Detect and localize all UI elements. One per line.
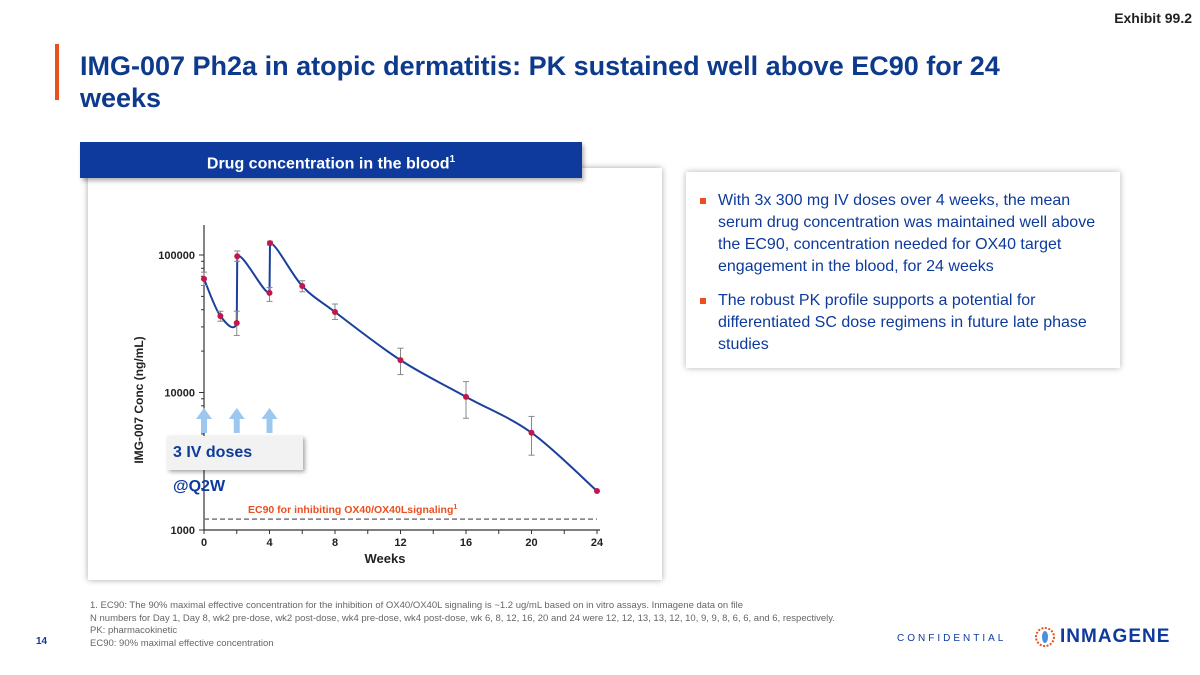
x-tick-label: 16 bbox=[460, 537, 472, 549]
data-point bbox=[266, 289, 273, 296]
chart-header: Drug concentration in the blood1 bbox=[80, 142, 582, 178]
data-point bbox=[528, 429, 535, 436]
dose-arrow-icon bbox=[228, 408, 245, 433]
x-tick-label: 24 bbox=[591, 537, 604, 549]
chart-header-text: Drug concentration in the blood bbox=[206, 155, 450, 173]
dose-arrow-icon bbox=[196, 408, 212, 433]
page-number: 14 bbox=[36, 636, 48, 647]
data-point bbox=[217, 313, 224, 320]
ec90-label-sup: 1 bbox=[453, 504, 457, 511]
ec90-label: EC90 for inhibiting OX40/OX40Lsignaling1 bbox=[248, 504, 457, 516]
footnote: 1. EC90: The 90% maximal effective conce… bbox=[90, 600, 743, 611]
data-point bbox=[267, 240, 273, 247]
data-point bbox=[594, 488, 600, 495]
key-points: With 3x 300 mg IV doses over 4 weeks, th… bbox=[686, 172, 1120, 368]
data-point bbox=[397, 357, 404, 364]
data-point bbox=[233, 320, 240, 327]
inmagene-logo: INMAGENE bbox=[1034, 626, 1170, 648]
logo-icon bbox=[1035, 627, 1055, 647]
y-tick-label: 1000 bbox=[171, 525, 195, 537]
confidential-label: CONFIDENTIAL bbox=[897, 633, 1007, 644]
bullet-item: The robust PK profile supports a potenti… bbox=[700, 290, 1106, 356]
y-tick-label: 100000 bbox=[158, 250, 195, 262]
x-tick-label: 12 bbox=[394, 537, 406, 549]
chart-panel bbox=[88, 168, 662, 580]
x-tick-label: 20 bbox=[525, 537, 537, 549]
dose-arrow-icon bbox=[261, 408, 278, 433]
x-tick-label: 8 bbox=[332, 537, 338, 549]
data-point bbox=[201, 275, 207, 282]
data-point bbox=[332, 308, 338, 315]
data-point bbox=[234, 253, 241, 260]
chart-header-sup: 1 bbox=[449, 154, 456, 165]
bullet-item: With 3x 300 mg IV doses over 4 weeks, th… bbox=[700, 190, 1106, 278]
data-point bbox=[463, 393, 469, 400]
data-point bbox=[299, 283, 306, 290]
footnote: EC90: 90% maximal effective concentratio… bbox=[90, 637, 274, 649]
footnote: N numbers for Day 1, Day 8, wk2 pre-dose… bbox=[90, 612, 835, 624]
footnotes: 1. EC90: The 90% maximal effective conce… bbox=[90, 600, 835, 650]
title-accent-bar bbox=[55, 44, 59, 100]
footnote: PK: pharmacokinetic bbox=[90, 625, 178, 636]
dose-label: 3 IV doses @Q2W bbox=[167, 436, 303, 495]
x-tick-label: 0 bbox=[201, 537, 207, 549]
exhibit-label: Exhibit 99.2 bbox=[1114, 10, 1192, 26]
logo-text: INMAGENE bbox=[1060, 626, 1171, 647]
y-axis-label: IMG-007 Conc (ng/mL) bbox=[132, 336, 146, 463]
y-tick-label: 10000 bbox=[164, 388, 195, 400]
x-tick-label: 4 bbox=[266, 537, 273, 549]
page-title: IMG-007 Ph2a in atopic dermatitis: PK su… bbox=[80, 51, 1000, 113]
x-axis-label: Weeks bbox=[365, 551, 406, 566]
